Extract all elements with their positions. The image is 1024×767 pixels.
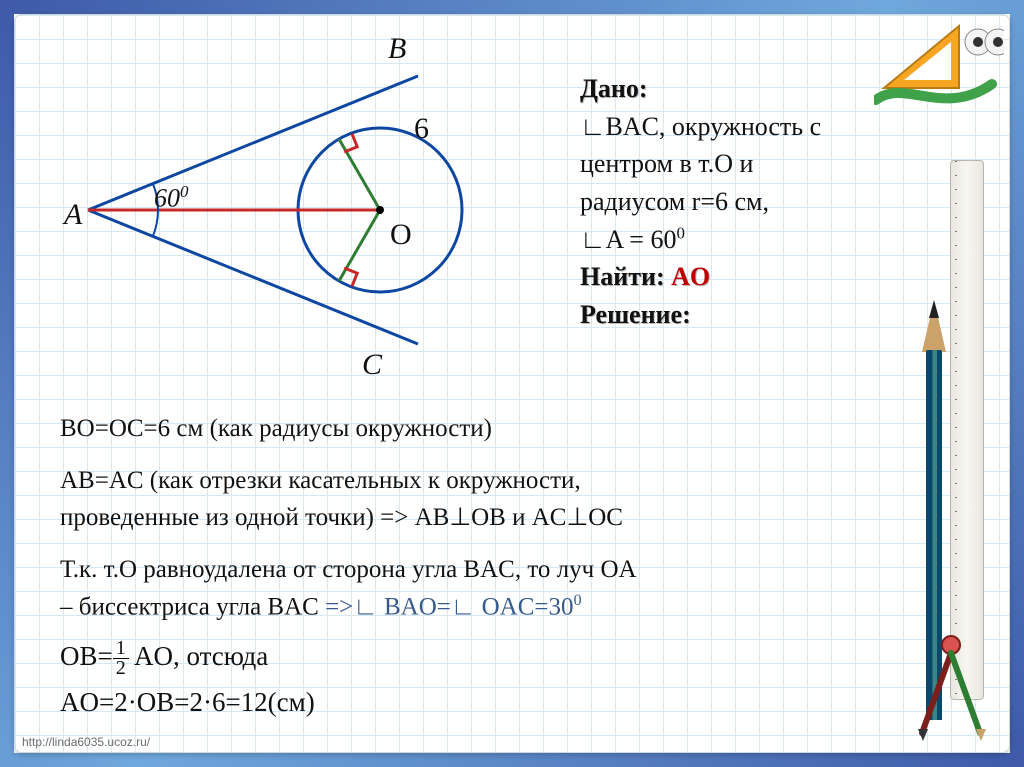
solution-step-5: AO=2·OB=2·6=12(см) xyxy=(60,682,860,723)
find-value: AO xyxy=(671,262,710,291)
label-angle-60: 600 xyxy=(154,182,188,214)
solution-step-3b-pre: – биссектриса угла BAC xyxy=(60,593,325,620)
find-label: Найти: xyxy=(580,262,665,291)
solution-step-3b: – биссектриса угла BAC =>∟ BAO=∟ OAC=300 xyxy=(60,588,860,626)
geometry-diagram: A B C O 6 600 xyxy=(50,20,550,380)
radius-OB xyxy=(339,139,380,210)
angle-degree-sup: 0 xyxy=(180,182,188,201)
solution-step-3b-sup: 0 xyxy=(574,591,582,609)
find-line: Найти: AO xyxy=(580,258,900,296)
solution-step-3a: Т.к. т.O равноудалена от сторона угла BA… xyxy=(60,551,860,589)
solution-heading: Решение: xyxy=(580,296,900,334)
label-radius-6: 6 xyxy=(414,112,429,146)
angle-value: 60 xyxy=(154,184,180,213)
given-heading: Дано: xyxy=(580,70,900,108)
solution-step-4: OB=12 AO, отсюда xyxy=(60,636,860,678)
compass-decor xyxy=(906,631,996,741)
given-line3-sup: 0 xyxy=(676,223,684,242)
label-A: A xyxy=(64,198,82,232)
label-B: B xyxy=(388,32,406,66)
given-line3: ∟A = 600 xyxy=(580,221,900,259)
solution-step-2a: AB=AC (как отрезки касательных к окружно… xyxy=(60,462,860,500)
diagram-svg xyxy=(50,20,550,380)
label-O: O xyxy=(390,218,412,252)
ruler-decor xyxy=(950,160,984,700)
point-O-dot xyxy=(376,206,384,214)
radius-OC xyxy=(339,210,380,281)
solution-step-1: BO=OC=6 см (как радиусы окружности) xyxy=(60,410,860,448)
given-line1a: ∟BAC, окружность с xyxy=(580,108,900,146)
given-block: Дано: ∟BAC, окружность с центром в т.O и… xyxy=(580,70,900,334)
given-line1b: центром в т.O и xyxy=(580,145,900,183)
solution-block: BO=OC=6 см (как радиусы окружности) AB=A… xyxy=(60,410,860,723)
solution-step-3b-eq: =>∟ BAO=∟ OAC=30 xyxy=(325,593,573,620)
label-C: C xyxy=(362,348,382,382)
given-line2: радиусом r=6 см, xyxy=(580,183,900,221)
footer-url: http://linda6035.ucoz.ru/ xyxy=(22,735,150,749)
solution-step-2b: проведенные из одной точки) => AB⊥OB и A… xyxy=(60,499,860,537)
given-line3-pre: ∟A = 60 xyxy=(580,225,676,254)
